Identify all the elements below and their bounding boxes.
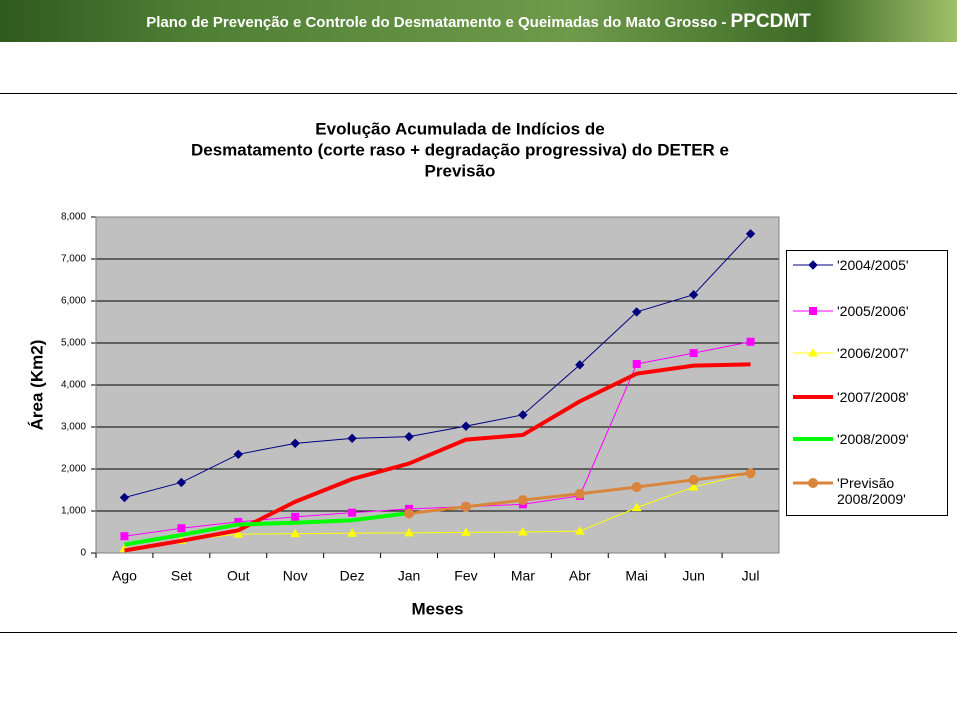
divider xyxy=(0,93,957,94)
marker xyxy=(808,478,818,488)
marker xyxy=(233,449,243,460)
marker xyxy=(348,508,357,517)
marker xyxy=(461,527,471,536)
x-tick-label: Abr xyxy=(569,568,591,584)
y-tick-label: 0 xyxy=(80,548,86,559)
marker xyxy=(233,529,244,538)
y-tick-label: 3,000 xyxy=(61,422,86,433)
marker xyxy=(688,482,699,491)
marker xyxy=(347,433,357,444)
marker xyxy=(176,477,187,488)
legend-swatch xyxy=(793,260,833,270)
marker xyxy=(177,524,186,533)
legend-label: 'Previsão 2008/2009' xyxy=(837,475,906,507)
marker xyxy=(290,438,300,449)
marker xyxy=(291,512,300,521)
series-line xyxy=(124,233,751,499)
marker xyxy=(746,337,755,346)
marker xyxy=(809,307,817,315)
marker xyxy=(745,468,756,479)
y-tick-label: 4,000 xyxy=(61,380,86,391)
marker xyxy=(404,431,414,442)
series-line xyxy=(124,472,751,550)
y-tick-label: 5,000 xyxy=(61,338,86,349)
legend-swatch xyxy=(793,395,833,399)
x-tick-label: Nov xyxy=(283,568,308,584)
x-tick-label: Jan xyxy=(398,568,421,584)
x-axis-label: Meses xyxy=(412,599,464,618)
header-title: Plano de Prevenção e Controle do Desmata… xyxy=(146,14,731,31)
legend-swatch xyxy=(793,347,833,357)
legend-entry: '2006/2007' xyxy=(793,345,943,361)
divider xyxy=(0,632,957,633)
x-tick-label: Jun xyxy=(682,568,705,584)
legend-label: '2005/2006' xyxy=(837,303,909,319)
marker xyxy=(688,474,699,485)
series-line xyxy=(124,362,751,553)
legend-swatch xyxy=(793,307,833,315)
marker xyxy=(632,307,642,317)
marker xyxy=(404,508,415,519)
x-tick-label: Ago xyxy=(112,568,137,584)
legend-entry: '2007/2008' xyxy=(793,389,943,405)
marker xyxy=(120,532,129,541)
legend-label: '2008/2009' xyxy=(837,431,909,447)
chart-title: Previsão xyxy=(425,161,496,180)
series-line xyxy=(124,341,751,537)
y-tick-label: 6,000 xyxy=(61,296,86,307)
x-tick-label: Dez xyxy=(340,568,365,584)
x-tick-label: Jul xyxy=(742,568,760,584)
y-tick-label: 7,000 xyxy=(61,254,86,265)
legend-entry: '2008/2009' xyxy=(793,431,943,447)
x-tick-label: Set xyxy=(171,568,192,584)
y-axis-label: Área (Km2) xyxy=(27,340,46,431)
x-tick-label: Mar xyxy=(511,568,535,584)
marker xyxy=(404,527,414,537)
marker xyxy=(517,495,528,506)
marker xyxy=(688,289,699,300)
marker xyxy=(347,528,357,537)
legend-label: '2007/2008' xyxy=(837,389,909,405)
marker xyxy=(119,492,130,503)
marker xyxy=(808,260,818,270)
marker xyxy=(631,482,642,493)
marker xyxy=(461,421,471,431)
chart-title: Desmatamento (corte raso + degradação pr… xyxy=(191,140,729,159)
marker xyxy=(689,349,698,358)
marker xyxy=(518,410,528,420)
y-tick-label: 8,000 xyxy=(61,212,86,223)
x-tick-label: Out xyxy=(227,568,250,584)
legend-label: '2004/2005' xyxy=(837,257,909,273)
marker xyxy=(290,528,301,538)
marker xyxy=(518,526,528,536)
legend-swatch xyxy=(793,478,833,488)
x-tick-label: Fev xyxy=(454,568,477,584)
legend-label: '2006/2007' xyxy=(837,345,909,361)
chart-title: Evolução Acumulada de Indícios de xyxy=(315,119,604,138)
header: Plano de Prevenção e Controle do Desmata… xyxy=(0,0,957,42)
series-line xyxy=(124,511,410,547)
marker xyxy=(745,229,756,239)
header-acronym: PPCDMT xyxy=(730,11,811,32)
marker xyxy=(632,360,641,368)
marker xyxy=(808,347,818,357)
marker xyxy=(460,501,471,512)
marker xyxy=(574,488,585,499)
y-tick-label: 1,000 xyxy=(61,506,86,517)
legend-swatch xyxy=(793,437,833,441)
marker xyxy=(574,526,585,535)
legend-entry: 'Previsão 2008/2009' xyxy=(793,475,943,507)
legend-entry: '2005/2006' xyxy=(793,303,943,319)
y-tick-label: 2,000 xyxy=(61,464,86,475)
x-tick-label: Mai xyxy=(625,568,648,584)
marker xyxy=(631,502,642,512)
legend-entry: '2004/2005' xyxy=(793,257,943,273)
marker xyxy=(575,360,585,370)
legend: '2004/2005' '2005/2006' '2006/2007' '2007/2… xyxy=(786,250,948,516)
